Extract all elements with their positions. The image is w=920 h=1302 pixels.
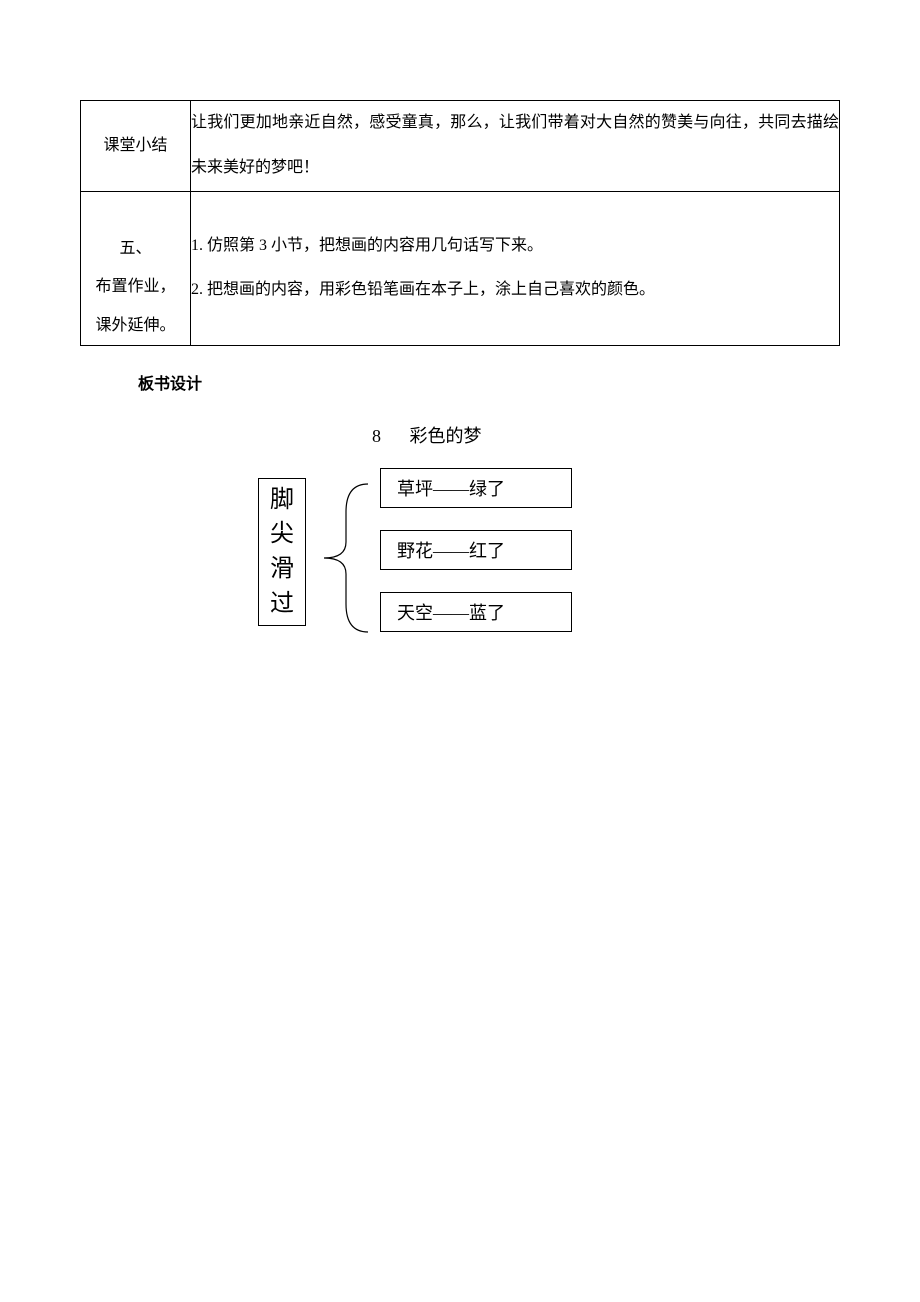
row-header-homework: 五、 布置作业， 课外延伸。	[81, 191, 191, 346]
row-content-text: 让我们更加地亲近自然，感受童真，那么，让我们带着对大自然的赞美与向往，共同去描绘…	[191, 114, 839, 176]
table-row: 课堂小结 让我们更加地亲近自然，感受童真，那么，让我们带着对大自然的赞美与向往，…	[81, 101, 840, 192]
row-content-homework: 1. 仿照第 3 小节，把想画的内容用几句话写下来。 2. 把想画的内容，用彩色…	[191, 191, 840, 346]
diagram-body: 脚尖滑过 草坪——绿了 野花——红了 天空——蓝了	[258, 468, 840, 668]
row-content-summary: 让我们更加地亲近自然，感受童真，那么，让我们带着对大自然的赞美与向往，共同去描绘…	[191, 101, 840, 192]
homework-line-1: 1. 仿照第 3 小节，把想画的内容用几句话写下来。	[191, 224, 839, 269]
row-header-text: 五、 布置作业， 课外延伸。	[95, 240, 175, 334]
lesson-table: 课堂小结 让我们更加地亲近自然，感受童真，那么，让我们带着对大自然的赞美与向往，…	[80, 100, 840, 346]
board-diagram: 8 彩色的梦 脚尖滑过 草坪——绿了 野花——红了 天空——蓝了	[80, 422, 840, 668]
diagram-left-box: 脚尖滑过	[258, 478, 306, 626]
diagram-right-box-2: 野花——红了	[380, 530, 572, 570]
diagram-right-box-1: 草坪——绿了	[380, 468, 572, 508]
table-row: 五、 布置作业， 课外延伸。 1. 仿照第 3 小节，把想画的内容用几句话写下来…	[81, 191, 840, 346]
brace-icon	[310, 472, 376, 644]
diagram-title: 8 彩色的梦	[372, 422, 840, 448]
homework-line-2: 2. 把想画的内容，用彩色铅笔画在本子上，涂上自己喜欢的颜色。	[191, 268, 839, 313]
diagram-right-box-3: 天空——蓝了	[380, 592, 572, 632]
diagram-title-text: 彩色的梦	[410, 426, 482, 446]
diagram-right-boxes: 草坪——绿了 野花——红了 天空——蓝了	[380, 468, 572, 654]
row-header-summary: 课堂小结	[81, 101, 191, 192]
board-design-heading: 板书设计	[138, 370, 840, 394]
row-header-text: 课堂小结	[103, 137, 167, 154]
diagram-title-number: 8	[372, 426, 381, 446]
page-container: 课堂小结 让我们更加地亲近自然，感受童真，那么，让我们带着对大自然的赞美与向往，…	[0, 0, 920, 668]
diagram-left-text: 脚尖滑过	[270, 483, 294, 622]
